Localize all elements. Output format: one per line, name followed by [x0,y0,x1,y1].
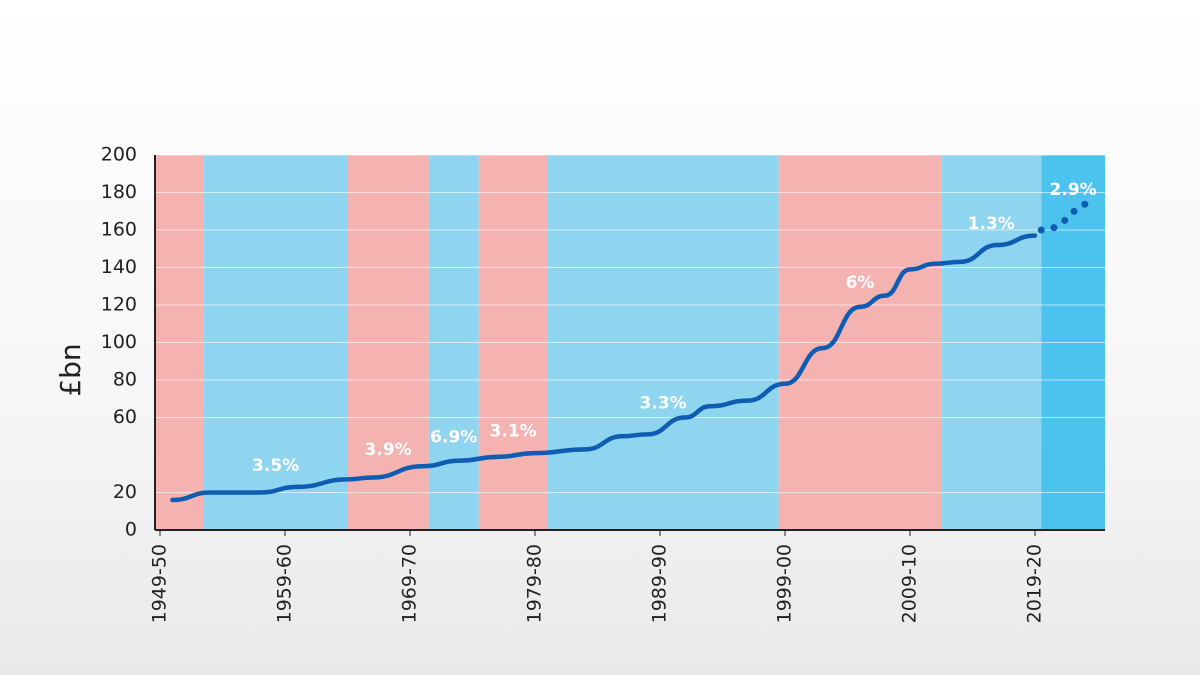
growth-annotation: 6% [846,273,875,293]
x-tick-label: 1949-50 [149,544,171,623]
y-tick-label: 120 [101,294,137,316]
y-tick-label: 0 [125,519,137,541]
growth-annotation: 3.3% [640,393,687,413]
data-line [170,233,1038,503]
x-tick-label: 1979-80 [524,544,546,623]
y-tick-label: 160 [101,219,137,241]
x-tick-label: 2019-20 [1024,544,1046,623]
growth-annotation: 3.9% [365,440,412,460]
y-tick-label: 140 [101,256,137,278]
growth-annotation: 1.3% [968,214,1015,234]
y-tick-label: 20 [113,481,137,503]
y-tick-label: 80 [113,369,137,391]
y-tick-label: 60 [113,406,137,428]
x-tick-label: 2009-10 [899,544,921,623]
x-tick-label: 1969-70 [399,544,421,623]
x-tick-label: 1959-60 [274,544,296,623]
growth-annotation: 3.1% [490,421,537,441]
x-tick-label: 1989-90 [649,544,671,623]
y-tick-label: 180 [101,181,137,203]
growth-annotation: 6.9% [430,428,477,448]
x-tick-label: 1999-00 [774,544,796,623]
growth-annotation: 3.5% [252,456,299,476]
growth-annotation: 2.9% [1050,180,1097,200]
y-tick-label: 200 [101,144,137,166]
y-axis-label: £bn [54,343,87,396]
y-tick-label: 100 [101,331,137,353]
